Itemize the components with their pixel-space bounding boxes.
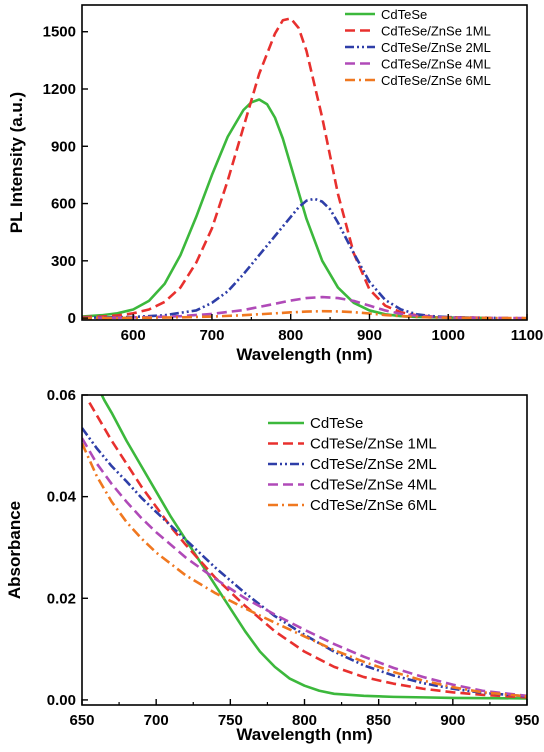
plot-frame-1: [81, 4, 528, 321]
series-line-1-5: [82, 309, 527, 320]
x-axis-title-2: Wavelength (nm): [236, 725, 372, 744]
x-tick-label-2: 950: [514, 712, 539, 729]
y-axis-title-1: PL Intensity (a.u.): [7, 92, 26, 233]
legend-label-2-2: CdTeSe/ZnSe 1ML: [310, 436, 437, 453]
y-tick-label-1: 300: [51, 253, 76, 270]
series-line-1-1: [82, 98, 488, 320]
legend-label-2-5: CdTeSe/ZnSe 6ML: [310, 497, 437, 514]
legend-label-1-3: CdTeSe/ZnSe 2ML: [381, 40, 491, 55]
legend-label-2-3: CdTeSe/ZnSe 2ML: [310, 456, 437, 473]
legend-label-1-1: CdTeSe: [381, 7, 427, 22]
x-tick-label-1: 900: [357, 327, 382, 344]
y-axis-title-2: Absorbance: [5, 501, 24, 599]
y-tick-label-2: 0.00: [47, 692, 76, 709]
x-tick-label-2: 900: [440, 712, 465, 729]
y-tick-label-1: 600: [51, 196, 76, 213]
series-line-1-2: [82, 17, 488, 320]
y-tick-label-2: 0.02: [47, 590, 76, 607]
x-tick-label-1: 600: [121, 327, 146, 344]
x-tick-label-2: 700: [144, 712, 169, 729]
y-tick-label-1: 0: [68, 310, 76, 327]
legend-label-1-4: CdTeSe/ZnSe 4ML: [381, 57, 491, 72]
y-tick-label-2: 0.06: [47, 387, 76, 404]
x-tick-label-1: 1100: [511, 327, 544, 344]
series-line-2-5: [82, 442, 527, 698]
legend-label-1-5: CdTeSe/ZnSe 6ML: [381, 73, 491, 88]
legend-label-2-4: CdTeSe/ZnSe 4ML: [310, 477, 437, 494]
series-line-2-1: [100, 395, 527, 700]
x-tick-label-2: 850: [366, 712, 391, 729]
plot-frame-2: [81, 394, 528, 706]
series-line-2-4: [82, 437, 527, 698]
x-tick-label-1: 1000: [432, 327, 465, 344]
x-tick-label-1: 800: [278, 327, 303, 344]
x-tick-label-2: 650: [69, 712, 94, 729]
legend-label-2-1: CdTeSe: [310, 415, 363, 432]
y-tick-label-1: 1500: [43, 24, 76, 41]
y-tick-label-1: 900: [51, 138, 76, 155]
x-tick-label-2: 750: [218, 712, 243, 729]
y-tick-label-1: 1200: [43, 81, 76, 98]
series-line-2-3: [82, 427, 527, 698]
series-line-2-2: [88, 401, 527, 699]
legend-label-1-2: CdTeSe/ZnSe 1ML: [381, 24, 491, 39]
x-tick-label-2: 800: [292, 712, 317, 729]
x-axis-title-1: Wavelength (nm): [236, 345, 372, 364]
x-tick-label-1: 700: [199, 327, 224, 344]
series-line-1-3: [82, 197, 496, 320]
y-tick-label-2: 0.04: [47, 489, 77, 506]
